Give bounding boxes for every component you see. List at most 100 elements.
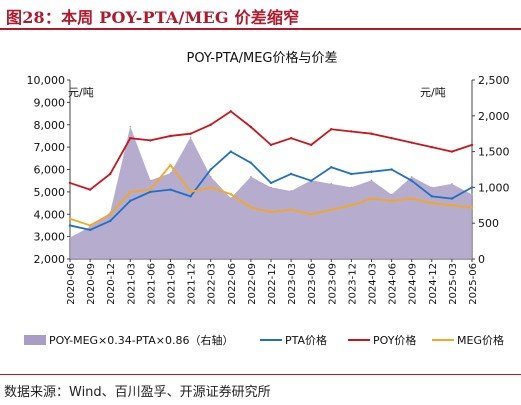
poy-point bbox=[209, 123, 212, 126]
poy-point bbox=[370, 132, 373, 135]
poy-point bbox=[249, 125, 253, 129]
pta-point bbox=[129, 199, 132, 203]
meg-point bbox=[370, 197, 373, 200]
poy-point bbox=[68, 181, 72, 185]
meg-point bbox=[109, 213, 112, 216]
pta-point bbox=[109, 219, 112, 223]
x-tick-label: 2023-06 bbox=[307, 263, 318, 305]
meg-point bbox=[209, 186, 212, 189]
pta-point bbox=[249, 161, 253, 164]
legend-item-pta: PTA价格 bbox=[285, 333, 327, 347]
poy-point bbox=[330, 128, 333, 131]
x-tick-label: 2025-06 bbox=[468, 263, 479, 305]
spread-point bbox=[129, 125, 132, 128]
x-tick-label: 2020-09 bbox=[86, 263, 97, 305]
spread-point bbox=[230, 197, 232, 199]
x-tick-label: 2020-12 bbox=[106, 263, 117, 305]
spread-point bbox=[410, 175, 413, 178]
meg-point bbox=[68, 217, 72, 220]
pta-point bbox=[410, 179, 413, 182]
poy-point bbox=[470, 143, 474, 147]
meg-point bbox=[390, 199, 393, 203]
title-rule bbox=[0, 28, 521, 30]
pta-point bbox=[310, 179, 313, 182]
spread-point bbox=[69, 236, 71, 239]
x-tick-label: 2020-06 bbox=[66, 263, 77, 305]
poy-point bbox=[109, 172, 112, 176]
poy-point bbox=[149, 139, 152, 142]
x-tick-label: 2022-12 bbox=[267, 263, 278, 305]
legend-item-meg: MEG价格 bbox=[457, 333, 504, 347]
pta-point bbox=[470, 186, 474, 189]
pta-point bbox=[169, 188, 172, 191]
x-tick-label: 2022-03 bbox=[207, 263, 218, 305]
left-tick-label: 7,000 bbox=[34, 141, 66, 154]
x-tick-label: 2022-06 bbox=[227, 263, 238, 305]
pta-point bbox=[149, 190, 152, 194]
right-tick-label: 2,500 bbox=[478, 74, 510, 87]
left-tick-label: 3,000 bbox=[34, 231, 66, 244]
poy-point bbox=[289, 136, 293, 140]
source-rule bbox=[0, 374, 521, 375]
x-tick-label: 2024-03 bbox=[368, 263, 379, 305]
pta-point bbox=[370, 170, 373, 173]
spread-point bbox=[390, 193, 393, 196]
pta-point bbox=[88, 228, 92, 232]
meg-point bbox=[450, 204, 454, 207]
meg-point bbox=[249, 206, 253, 209]
x-tick-label: 2023-12 bbox=[347, 263, 358, 305]
spread-point bbox=[209, 175, 212, 178]
right-tick-label: 500 bbox=[478, 217, 499, 230]
poy-point bbox=[390, 136, 393, 140]
x-tick-label: 2024-12 bbox=[428, 263, 439, 305]
left-tick-label: 2,000 bbox=[34, 253, 66, 266]
spread-point bbox=[370, 179, 373, 182]
x-tick-label: 2021-03 bbox=[126, 263, 137, 305]
left-tick-label: 6,000 bbox=[34, 164, 66, 177]
meg-point bbox=[269, 210, 273, 214]
pta-point bbox=[269, 181, 273, 185]
spread-point bbox=[471, 193, 473, 196]
pta-point bbox=[229, 150, 232, 153]
right-tick-label: 1,500 bbox=[478, 146, 510, 159]
x-tick-label: 2023-03 bbox=[287, 263, 298, 305]
left-tick-label: 4,000 bbox=[34, 208, 66, 221]
spread-point bbox=[330, 183, 333, 185]
spread-point bbox=[189, 136, 192, 139]
pta-point bbox=[209, 168, 212, 171]
x-tick-label: 2025-03 bbox=[448, 263, 459, 305]
poy-point bbox=[350, 130, 353, 133]
left-unit-label: 元/吨 bbox=[68, 86, 94, 99]
left-tick-label: 5,000 bbox=[34, 186, 66, 199]
left-tick-label: 9,000 bbox=[34, 96, 66, 109]
right-tick-label: 2,000 bbox=[478, 110, 510, 123]
right-tick-label: 0 bbox=[478, 253, 485, 266]
meg-point bbox=[350, 204, 353, 207]
x-tick-label: 2022-09 bbox=[247, 263, 258, 305]
poy-point bbox=[269, 143, 273, 147]
pta-point bbox=[68, 224, 72, 227]
right-unit-label: 元/吨 bbox=[420, 86, 446, 99]
pta-point bbox=[390, 168, 393, 171]
spread-point bbox=[270, 186, 272, 189]
meg-point bbox=[189, 190, 192, 194]
source-note: 数据来源：Wind、百川盈孚、开源证券研究所 bbox=[4, 385, 271, 400]
spread-point bbox=[250, 175, 252, 178]
chart-title: POY-PTA/MEG价格与价差 bbox=[187, 50, 338, 66]
x-tick-label: 2024-09 bbox=[408, 263, 419, 305]
pta-point bbox=[330, 166, 333, 169]
meg-point bbox=[289, 208, 293, 211]
pta-point bbox=[430, 195, 433, 198]
poy-point bbox=[88, 188, 92, 191]
meg-point bbox=[169, 163, 172, 167]
poy-point bbox=[169, 134, 172, 138]
legend: POY-MEG×0.34-PTA×0.86（右轴） PTA价格 POY价格 MEG价格 bbox=[24, 333, 504, 347]
meg-point bbox=[410, 197, 413, 200]
meg-point bbox=[88, 224, 92, 227]
meg-point bbox=[129, 190, 132, 194]
x-tick-label: 2024-06 bbox=[388, 263, 399, 305]
legend-item-spread-swatch bbox=[24, 335, 46, 345]
pta-point bbox=[289, 172, 293, 176]
meg-point bbox=[330, 208, 333, 211]
legend-item-poy: POY价格 bbox=[373, 333, 416, 347]
